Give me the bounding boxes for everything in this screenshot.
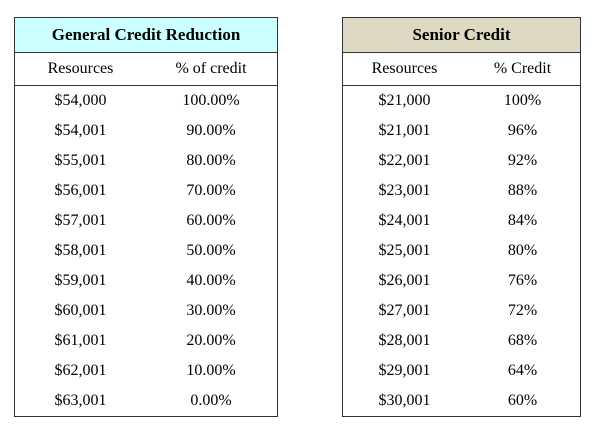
table-cell: $23,001	[378, 182, 431, 199]
table-cell: 90.00%	[186, 122, 236, 139]
table-row: $26,001 76%	[343, 266, 580, 296]
table-row: $57,001 60.00%	[15, 206, 277, 236]
table-cell: $56,001	[54, 182, 107, 199]
table-cell: $26,001	[378, 272, 431, 289]
table-row: $60,001 30.00%	[15, 296, 277, 326]
table-row: $59,001 40.00%	[15, 266, 277, 296]
table: Senior Credit Resources % Credit $21,000 100…	[342, 17, 581, 417]
table-cell: $24,001	[378, 212, 431, 229]
table-row: $55,001 80.00%	[15, 146, 277, 176]
table-cell: 96%	[507, 122, 538, 139]
header-row: Resources % Credit	[343, 53, 580, 86]
table-row: $54,001 90.00%	[15, 116, 277, 146]
table-cell: $54,001	[54, 122, 107, 139]
table-cell: 72%	[507, 302, 538, 319]
table-cell: $21,000	[378, 92, 431, 109]
column-header: Resources	[371, 60, 438, 77]
table-cell: $62,001	[54, 362, 107, 379]
table-cell: $63,001	[54, 392, 107, 409]
table-row: $23,001 88%	[343, 176, 580, 206]
table-cell: 88%	[507, 182, 538, 199]
table-cell: 60.00%	[186, 212, 236, 229]
table-row: $22,001 92%	[343, 146, 580, 176]
table-cell: $30,001	[378, 392, 431, 409]
table-cell: 30.00%	[186, 302, 236, 319]
table-cell: 70.00%	[186, 182, 236, 199]
column-header: % Credit	[493, 60, 552, 77]
table-cell: $58,001	[54, 242, 107, 259]
table-title: Senior Credit	[343, 18, 580, 53]
table-row: $61,001 20.00%	[15, 326, 277, 356]
table-cell: 100%	[503, 92, 542, 109]
table-row: $25,001 80%	[343, 236, 580, 266]
column-header: % of credit	[175, 60, 247, 77]
table-row: $30,001 60%	[343, 386, 580, 416]
column-header: Resources	[47, 60, 114, 77]
table-title: General Credit Reduction	[15, 18, 277, 53]
table-cell: 92%	[507, 152, 538, 169]
table-cell: 100.00%	[182, 92, 240, 109]
table-cell: 80%	[507, 242, 538, 259]
table-row: $21,001 96%	[343, 116, 580, 146]
table-cell: 50.00%	[186, 242, 236, 259]
table-row: $27,001 72%	[343, 296, 580, 326]
table-cell: 0.00%	[190, 392, 232, 409]
table-cell: 68%	[507, 332, 538, 349]
table-row: $56,001 70.00%	[15, 176, 277, 206]
table-cell: 76%	[507, 272, 538, 289]
table-cell: $55,001	[54, 152, 107, 169]
table-cell: $54,000	[54, 92, 107, 109]
table-row: $29,001 64%	[343, 356, 580, 386]
table-row: $54,000 100.00%	[15, 86, 277, 116]
table-cell: 80.00%	[186, 152, 236, 169]
table-cell: $22,001	[378, 152, 431, 169]
table-row: $63,001 0.00%	[15, 386, 277, 416]
table-cell: 84%	[507, 212, 538, 229]
table-cell: $25,001	[378, 242, 431, 259]
table-cell: $29,001	[378, 362, 431, 379]
header-row: Resources % of credit	[15, 53, 277, 86]
table-row: $58,001 50.00%	[15, 236, 277, 266]
table-cell: 64%	[507, 362, 538, 379]
table-row: $24,001 84%	[343, 206, 580, 236]
table-cell: $57,001	[54, 212, 107, 229]
table-cell: 40.00%	[186, 272, 236, 289]
table-cell: $61,001	[54, 332, 107, 349]
table-cell: $21,001	[378, 122, 431, 139]
table-row: $62,001 10.00%	[15, 356, 277, 386]
table-cell: 60%	[507, 392, 538, 409]
table-cell: $28,001	[378, 332, 431, 349]
table-cell: 20.00%	[186, 332, 236, 349]
table-cell: 10.00%	[186, 362, 236, 379]
table-cell: $59,001	[54, 272, 107, 289]
table-row: $21,000 100%	[343, 86, 580, 116]
table-row: $28,001 68%	[343, 326, 580, 356]
table-cell: $27,001	[378, 302, 431, 319]
table: General Credit Reduction Resources % of cr…	[14, 17, 278, 417]
table-cell: $60,001	[54, 302, 107, 319]
